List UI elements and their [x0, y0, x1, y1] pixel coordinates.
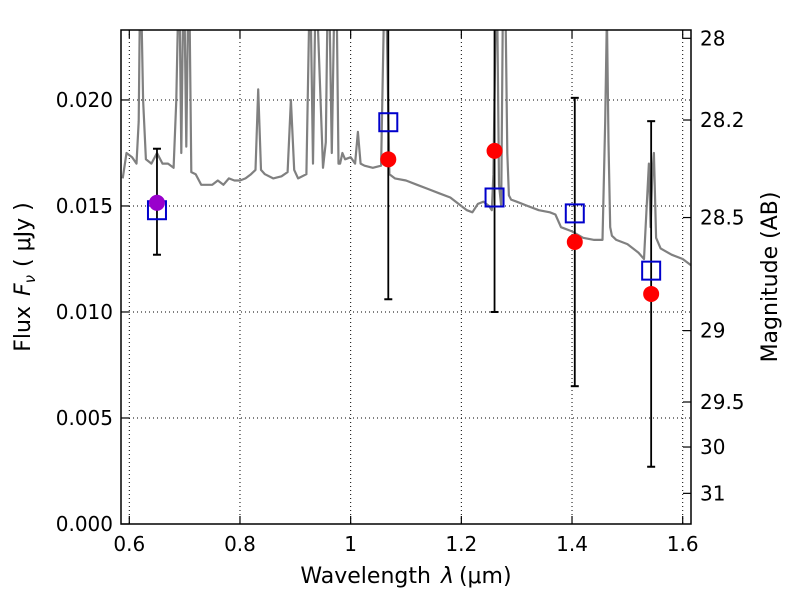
x-tick-label: 1.6 [667, 532, 699, 556]
y-tick-label: 0.010 [56, 300, 113, 324]
y2-tick-label: 28.5 [700, 206, 745, 230]
spectrum-line [121, 30, 691, 267]
y2-tick-label: 29.5 [700, 390, 745, 414]
plot-frame [120, 29, 692, 525]
observed-point [643, 285, 660, 302]
ticks: 0.6 0.8 1 1.2 1.4 1.6 0.000 0.005 0.010 0.015 0.02… [56, 26, 745, 556]
y-tick-label: 0.000 [56, 512, 113, 536]
x-tick-label: 0.8 [224, 532, 256, 556]
model-point [378, 112, 399, 133]
y2-axis-label: Magnitude (AB) [758, 192, 783, 363]
y2-tick-label: 28.2 [700, 108, 745, 132]
observed-point [380, 151, 397, 168]
plot-background [121, 30, 691, 524]
y-tick-label: 0.015 [56, 194, 113, 218]
data-layer [121, 30, 691, 267]
x-tick-label: 1.4 [556, 532, 588, 556]
y-tick-label: 0.020 [56, 88, 113, 112]
y2-tick-label: 31 [700, 481, 725, 505]
marker-layer [146, 30, 662, 468]
y-tick-label: 0.005 [56, 406, 113, 430]
x-axis-label: Wavelength λ (μm) [300, 564, 511, 589]
observed-point [486, 142, 503, 159]
x-tick-label: 1.2 [445, 532, 477, 556]
model-point [564, 203, 585, 224]
x-tick-label: 1 [344, 532, 357, 556]
observed-point [566, 234, 583, 251]
y2-tick-label: 30 [700, 435, 725, 459]
observed-point [148, 194, 165, 211]
x-tick-label: 0.6 [113, 532, 145, 556]
y-axis-label: FluxFν( μJy ) [11, 202, 39, 351]
model-point [641, 260, 662, 281]
model-point [484, 187, 505, 208]
y2-tick-label: 28 [700, 26, 725, 50]
y2-tick-label: 29 [700, 319, 725, 343]
